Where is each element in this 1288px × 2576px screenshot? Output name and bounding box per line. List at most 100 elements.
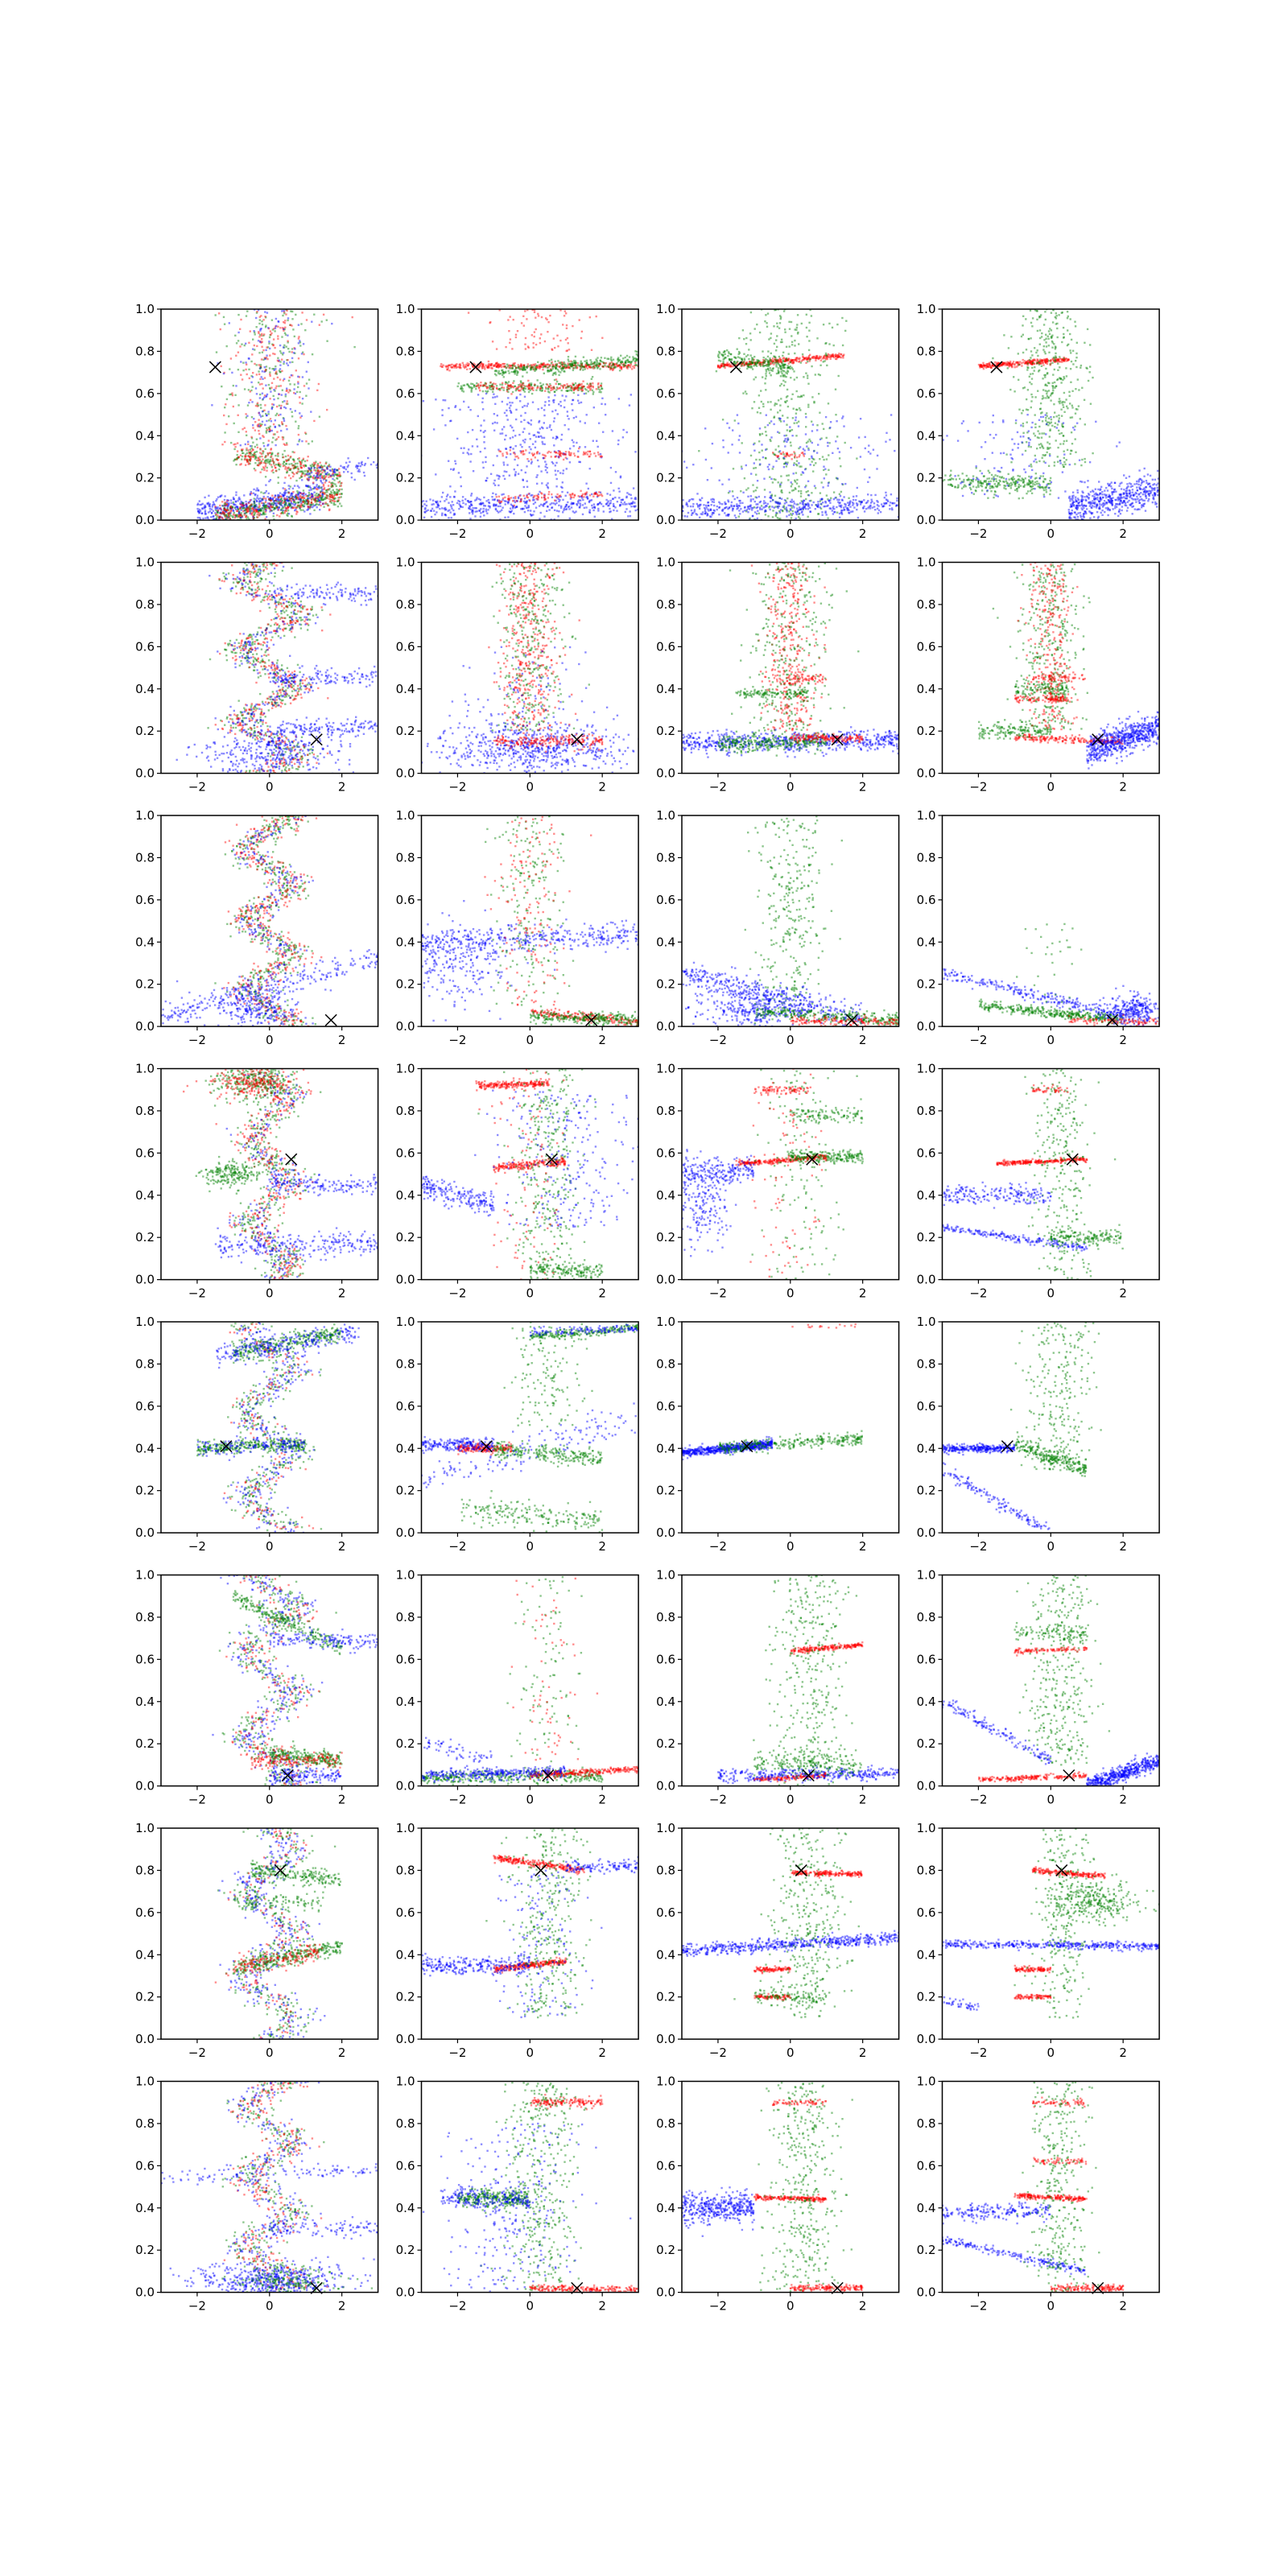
point	[777, 361, 780, 364]
point	[279, 465, 282, 468]
point	[522, 315, 525, 317]
point	[256, 424, 259, 427]
point	[555, 452, 557, 454]
point	[510, 386, 512, 389]
point	[745, 363, 748, 365]
point	[788, 366, 791, 369]
point	[444, 514, 447, 516]
y-tick-label: 0.2	[396, 471, 415, 485]
point	[724, 366, 726, 369]
point	[463, 400, 465, 403]
point	[776, 361, 778, 365]
point	[612, 369, 614, 372]
point	[246, 508, 249, 510]
point	[292, 498, 295, 501]
point	[576, 389, 579, 391]
point	[470, 387, 473, 390]
point	[763, 361, 766, 364]
point	[535, 497, 538, 500]
point	[289, 503, 291, 506]
point	[577, 502, 580, 504]
point	[308, 378, 311, 381]
point	[294, 466, 297, 469]
point	[424, 511, 427, 514]
point	[291, 492, 294, 495]
point	[607, 500, 609, 502]
point	[480, 361, 483, 364]
point	[480, 503, 483, 506]
point	[258, 370, 260, 373]
point	[530, 462, 533, 464]
point	[550, 358, 553, 361]
point	[340, 482, 342, 485]
point	[247, 502, 250, 504]
point	[541, 426, 543, 428]
point	[550, 428, 553, 431]
point	[753, 365, 755, 367]
point	[559, 506, 563, 509]
point	[439, 507, 441, 510]
point	[774, 361, 777, 364]
point	[308, 507, 312, 510]
point	[501, 428, 504, 431]
point	[559, 453, 561, 456]
point	[597, 388, 600, 390]
point	[204, 513, 207, 515]
point	[547, 331, 549, 333]
point	[289, 504, 291, 506]
point	[486, 365, 489, 368]
point	[544, 390, 547, 392]
point	[600, 391, 602, 394]
point	[774, 361, 777, 364]
point	[527, 379, 530, 382]
point	[564, 506, 567, 508]
point	[252, 441, 254, 444]
point	[298, 396, 301, 398]
point	[487, 364, 489, 366]
point	[592, 407, 595, 409]
point	[578, 499, 580, 502]
point	[243, 509, 246, 511]
point	[758, 407, 761, 409]
point	[229, 505, 233, 508]
point	[300, 470, 303, 473]
point	[515, 396, 518, 398]
point	[517, 473, 520, 475]
point	[482, 363, 485, 365]
point	[221, 501, 224, 503]
point	[760, 309, 763, 311]
point	[620, 367, 623, 369]
point	[580, 364, 583, 366]
point	[786, 461, 789, 464]
point	[827, 517, 829, 519]
point	[282, 494, 284, 497]
point	[522, 367, 525, 369]
point	[248, 456, 251, 458]
point	[237, 313, 240, 316]
point	[250, 504, 253, 506]
point	[266, 506, 268, 510]
point	[249, 451, 252, 454]
point	[634, 361, 637, 364]
point	[242, 428, 244, 431]
point	[834, 357, 837, 361]
point	[271, 498, 274, 502]
point	[736, 361, 738, 364]
point	[297, 381, 299, 383]
point	[509, 338, 512, 341]
point	[749, 363, 752, 365]
point	[423, 503, 426, 506]
x-tick-label: −2	[188, 526, 206, 541]
point	[488, 366, 490, 369]
point	[281, 493, 283, 496]
point	[805, 485, 807, 487]
point	[533, 311, 536, 313]
point	[578, 447, 580, 450]
point	[773, 325, 775, 328]
point	[498, 387, 501, 390]
point	[576, 503, 578, 506]
point	[745, 361, 748, 365]
point	[510, 365, 514, 367]
point	[567, 386, 569, 389]
point	[516, 370, 518, 373]
